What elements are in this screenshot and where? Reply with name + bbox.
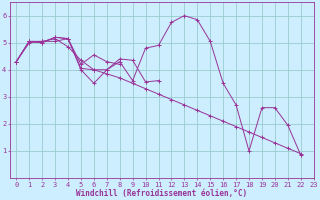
X-axis label: Windchill (Refroidissement éolien,°C): Windchill (Refroidissement éolien,°C) — [76, 189, 247, 198]
